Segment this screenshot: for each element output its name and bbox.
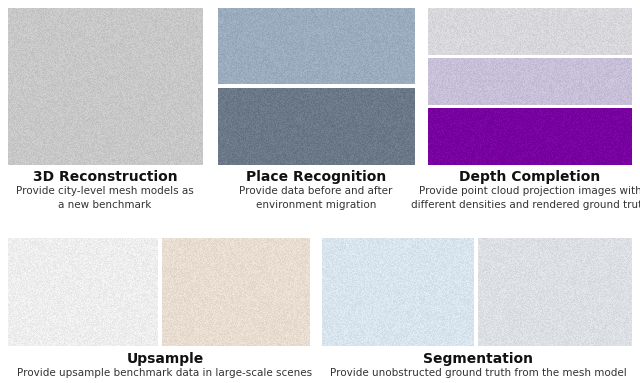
Text: Provide point cloud projection images with
different densities and rendered grou: Provide point cloud projection images wi…	[411, 186, 640, 210]
Text: Upsample: Upsample	[126, 352, 204, 366]
Text: Provide city-level mesh models as
a new benchmark: Provide city-level mesh models as a new …	[16, 186, 194, 210]
Text: Provide unobstructed ground truth from the mesh model: Provide unobstructed ground truth from t…	[330, 368, 627, 378]
Text: Segmentation: Segmentation	[423, 352, 533, 366]
Text: Depth Completion: Depth Completion	[460, 170, 600, 184]
Text: 3D Reconstruction: 3D Reconstruction	[33, 170, 177, 184]
Text: Place Recognition: Place Recognition	[246, 170, 386, 184]
Text: Provide upsample benchmark data in large-scale scenes: Provide upsample benchmark data in large…	[17, 368, 312, 378]
Text: Provide data before and after
environment migration: Provide data before and after environmen…	[239, 186, 393, 210]
